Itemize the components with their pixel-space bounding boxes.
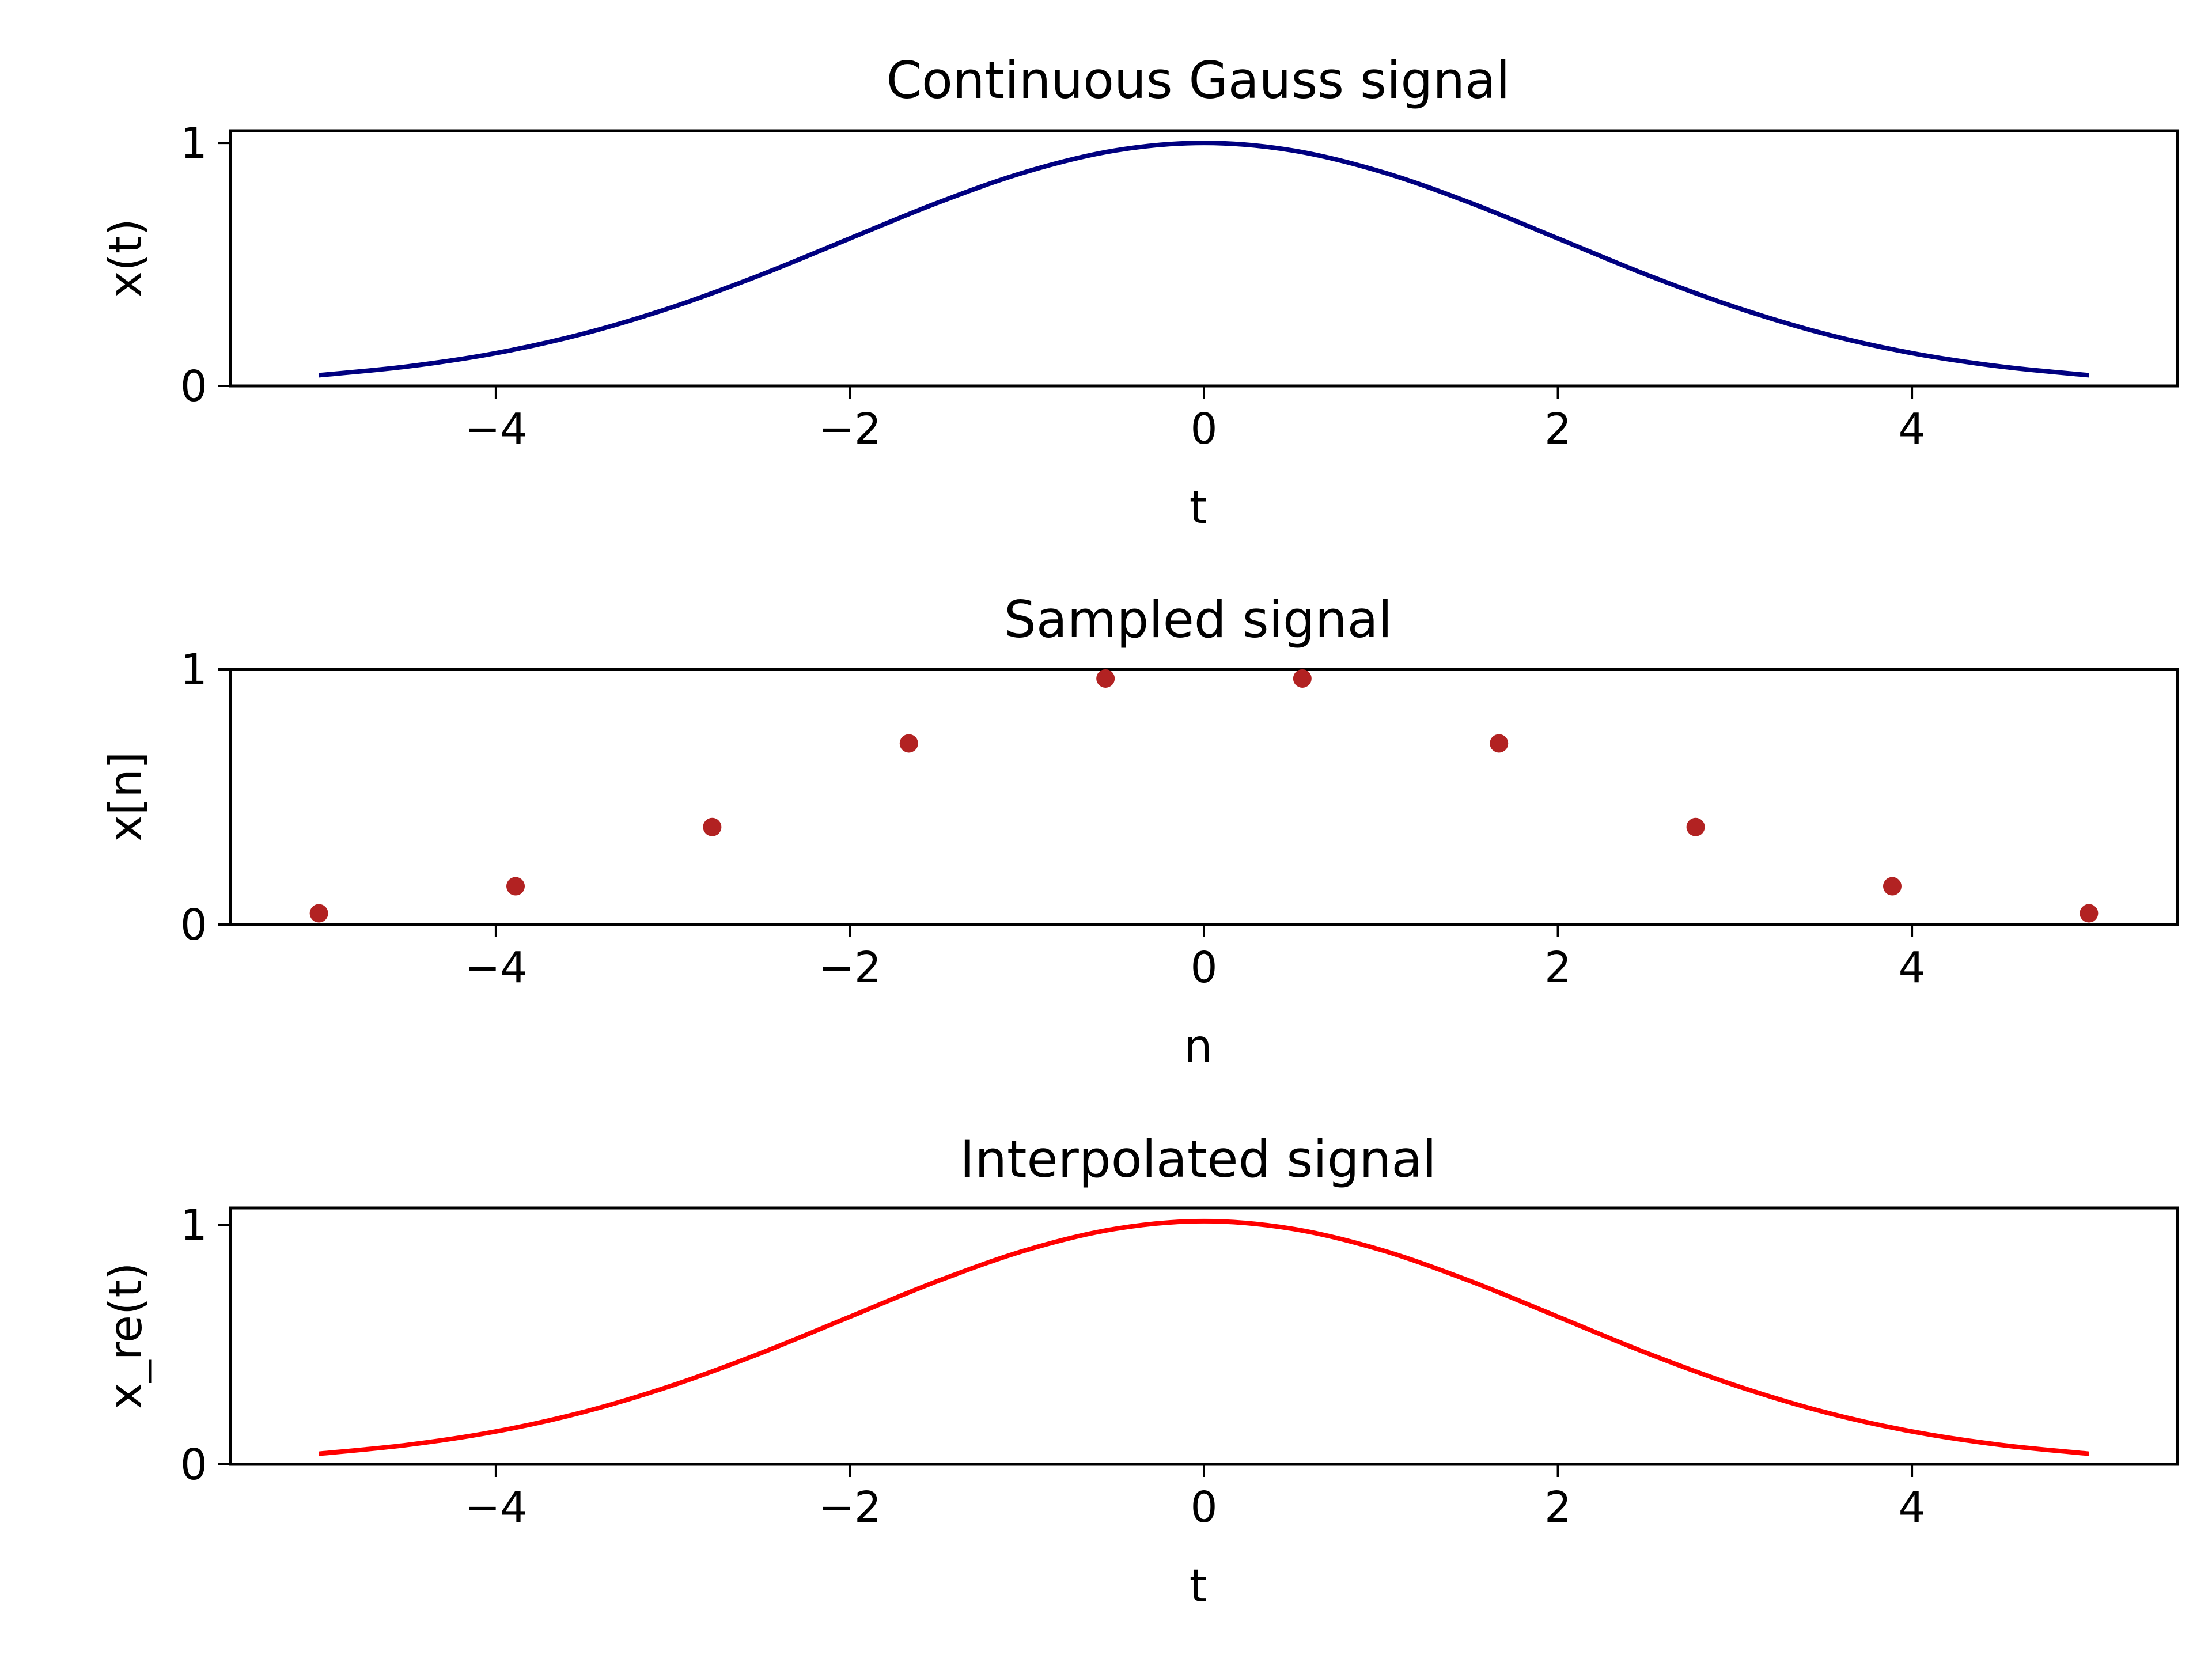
x-tick-label: −2 [819,943,881,993]
subplot-continuous: Continuous Gauss signal −4 −2 0 2 4 01 t x(t… [100,51,2179,534]
data-point [899,734,918,753]
y-tick-label: 1 [180,119,207,168]
data-point [309,904,328,923]
x-tick-label: 0 [1190,943,1217,993]
plot-marks [319,1218,2089,1456]
subplot-sampled: Sampled signal −4 −2 0 2 4 01 n x[n] [100,590,2179,1073]
x-tick-label: 0 [1190,1483,1217,1532]
data-point [1883,877,1902,896]
plot-marks [309,669,2099,923]
x-tick-label: 2 [1544,1483,1571,1532]
x-tick-label: −2 [819,1483,881,1532]
chart-title: Continuous Gauss signal [887,51,1510,110]
data-point [1293,669,1312,688]
data-point [2080,904,2099,923]
x-tick-label: 4 [1899,404,1926,454]
data-point [506,877,525,896]
plot-marks [319,141,2089,378]
x-tick-label: 4 [1899,1483,1926,1532]
x-axis-label: t [1190,1560,1207,1612]
y-ticks: 01 [180,119,230,411]
y-tick-label: 1 [180,1200,207,1250]
x-axis-label: t [1190,482,1207,534]
y-axis-label: x_re(t) [100,1263,152,1410]
y-tick-label: 0 [180,1440,207,1490]
y-axis-label: x[n] [100,752,152,842]
x-tick-label: 2 [1544,943,1571,993]
x-tick-label: 4 [1899,943,1926,993]
data-point [703,817,722,836]
y-tick-label: 1 [180,645,207,695]
y-ticks: 01 [180,1200,230,1490]
series-line [319,1218,2089,1456]
data-point [1686,817,1705,836]
x-ticks: −4 −2 0 2 4 [464,386,1926,454]
y-tick-label: 0 [180,362,207,411]
y-tick-label: 0 [180,900,207,950]
x-tick-label: −4 [464,404,527,454]
data-point [1490,734,1509,753]
chart-title: Sampled signal [1004,590,1392,649]
series-line [319,141,2089,378]
chart-title: Interpolated signal [960,1130,1436,1189]
x-axis-label: n [1184,1021,1212,1073]
x-ticks: −4 −2 0 2 4 [464,1464,1926,1532]
x-ticks: −4 −2 0 2 4 [464,925,1926,993]
x-tick-label: −4 [464,1483,527,1532]
x-tick-label: −4 [464,943,527,993]
data-point [1096,669,1115,688]
x-tick-label: −2 [819,404,881,454]
subplot-interpolated: Interpolated signal −4 −2 0 2 4 01 t x_re(t) [100,1130,2179,1612]
y-axis-label: x(t) [100,218,152,298]
y-ticks: 01 [180,645,230,950]
x-tick-label: 2 [1544,404,1571,454]
x-tick-label: 0 [1190,404,1217,454]
